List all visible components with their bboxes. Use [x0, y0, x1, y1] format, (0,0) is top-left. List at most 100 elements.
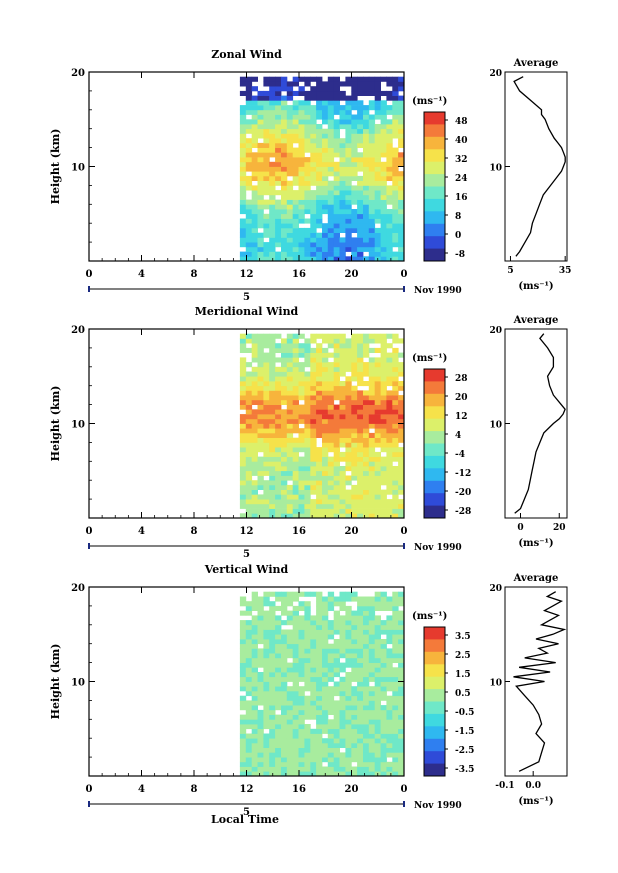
heatmap-cell	[333, 456, 340, 462]
heatmap-cell	[357, 451, 364, 457]
heatmap-cell	[392, 223, 399, 229]
heatmap-cell	[275, 676, 282, 682]
heatmap-cell	[275, 728, 282, 734]
colorbar-tick-label: -20	[455, 488, 471, 498]
heatmap-cell	[351, 138, 358, 144]
heatmap-cell	[333, 648, 340, 654]
heatmap-cell	[398, 451, 405, 457]
heatmap-cell	[357, 610, 364, 616]
heatmap-cell	[245, 371, 253, 377]
heatmap-cell	[351, 199, 358, 205]
heatmap-cell	[345, 634, 352, 640]
heatmap-cell	[275, 343, 282, 349]
heatmap-cell	[239, 347, 247, 353]
heatmap-cell	[398, 719, 405, 725]
heatmap-cell	[392, 128, 399, 134]
heatmap-cell	[251, 199, 258, 205]
heatmap-cell	[275, 653, 282, 659]
heatmap-cell	[351, 709, 358, 715]
heatmap-cell	[380, 605, 387, 611]
heatmap-cell	[257, 672, 264, 678]
heatmap-cell	[363, 700, 370, 706]
heatmap-cell	[327, 591, 335, 597]
heatmap-cell	[281, 86, 288, 92]
heatmap-cell	[239, 147, 247, 153]
heatmap-cell	[357, 643, 364, 649]
heatmap-cell	[339, 385, 346, 391]
heatmap-cell	[345, 213, 352, 219]
heatmap-cell	[322, 475, 329, 481]
heatmap-cell	[316, 499, 323, 505]
heatmap-cell	[345, 209, 352, 215]
heatmap-cell	[322, 357, 329, 363]
y-axis-label: Height (km)	[49, 644, 62, 720]
heatmap-cell	[286, 185, 294, 191]
heatmap-cell	[357, 81, 364, 87]
heatmap-cell	[322, 147, 329, 153]
heatmap-cell	[310, 414, 317, 420]
heatmap-cell	[316, 724, 323, 730]
profile-title: Average	[513, 573, 559, 584]
heatmap-cell	[357, 409, 364, 415]
heatmap-cell	[363, 728, 370, 734]
heatmap-cell	[286, 242, 294, 248]
heatmap-cell	[368, 209, 376, 215]
heatmap-cell	[357, 724, 364, 730]
heatmap-cell	[374, 442, 381, 448]
heatmap-cell	[251, 653, 258, 659]
heatmap-cell	[263, 648, 270, 654]
heatmap-cell	[298, 634, 305, 640]
heatmap-cell	[263, 461, 270, 467]
heatmap-cell	[351, 615, 358, 621]
heatmap-cell	[386, 728, 393, 734]
heatmap-cell	[263, 451, 270, 457]
heatmap-cell	[398, 714, 405, 720]
heatmap-cell	[292, 610, 299, 616]
heatmap-cell	[322, 180, 329, 186]
heatmap-cell	[380, 209, 387, 215]
heatmap-cell	[345, 596, 352, 602]
heatmap-cell	[286, 752, 294, 758]
heatmap-cell	[351, 742, 358, 748]
heatmap-cell	[357, 442, 364, 448]
heatmap-cell	[257, 447, 264, 453]
heatmap-cell	[298, 100, 305, 106]
heatmap-cell	[368, 771, 376, 777]
heatmap-cell	[322, 451, 329, 457]
heatmap-cell	[239, 705, 247, 711]
heatmap-cell	[292, 653, 299, 659]
heatmap-cell	[298, 705, 305, 711]
colorbar-swatch	[424, 639, 445, 653]
heatmap-cell	[286, 591, 294, 597]
heatmap-cell	[345, 166, 352, 172]
heatmap-cell	[304, 451, 311, 457]
heatmap-cell	[292, 728, 299, 734]
heatmap-cell	[380, 385, 387, 391]
heatmap-cell	[386, 381, 393, 387]
heatmap-cell	[257, 686, 264, 692]
heatmap-cell	[281, 676, 288, 682]
heatmap-cell	[239, 227, 247, 233]
heatmap-cell	[345, 451, 352, 457]
heatmap-cell	[310, 428, 317, 434]
heatmap-cell	[322, 624, 329, 630]
heatmap-cell	[257, 409, 264, 415]
heatmap-cell	[333, 142, 340, 148]
heatmap-cell	[398, 161, 405, 167]
heatmap-cell	[286, 138, 294, 144]
heatmap-cell	[286, 395, 294, 401]
heatmap-cell	[398, 194, 405, 200]
heatmap-cell	[351, 147, 358, 153]
heatmap-cell	[386, 246, 393, 252]
heatmap-cell	[281, 119, 288, 125]
heatmap-cell	[257, 366, 264, 372]
heatmap-cell	[351, 161, 358, 167]
heatmap-cell	[368, 213, 376, 219]
colorbar-swatch	[424, 701, 445, 715]
heatmap-cell	[374, 190, 381, 196]
heatmap-cell	[245, 451, 253, 457]
heatmap-cell	[304, 133, 311, 139]
heatmap-cell	[269, 152, 276, 158]
heatmap-cell	[310, 681, 317, 687]
heatmap-cell	[327, 442, 335, 448]
